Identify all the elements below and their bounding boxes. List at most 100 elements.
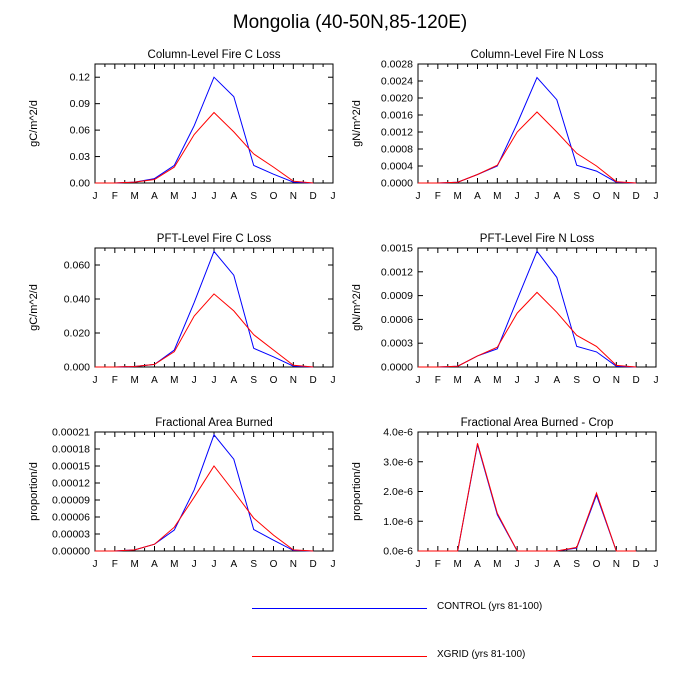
x-tick-label: J [515, 191, 520, 202]
x-tick-label: A [151, 375, 158, 386]
y-tick-label: 0.00021 [52, 427, 90, 439]
y-tick-label: 0.00000 [52, 546, 90, 558]
x-tick-label: J [416, 375, 421, 386]
x-tick-label: J [192, 559, 197, 570]
y-tick-label: 0.00018 [52, 444, 90, 456]
y-tick-label: 0.00003 [52, 529, 90, 541]
series-line-xgrid [95, 293, 314, 368]
y-tick-label: 0.03 [70, 151, 91, 163]
plot-frame [94, 247, 334, 368]
legend-label-xgrid: XGRID (yrs 81-100) [437, 649, 526, 660]
x-tick-label: D [633, 191, 640, 202]
series-line-xgrid [418, 291, 637, 368]
x-tick-label: M [170, 191, 178, 202]
x-tick-label: S [573, 375, 580, 386]
y-axis-label: gN/m^2/d [351, 284, 363, 331]
y-tick-label: 0.00012 [52, 478, 90, 490]
y-tick-label: 0.020 [64, 328, 90, 340]
x-tick-label: F [112, 559, 118, 570]
y-tick-label: 0.0e-6 [383, 546, 413, 558]
x-tick-label: J [654, 191, 659, 202]
x-tick-label: F [112, 375, 118, 386]
plot-frame [417, 431, 657, 552]
x-tick-label: M [130, 375, 138, 386]
legend-line-xgrid [252, 656, 427, 657]
x-tick-label: M [493, 191, 501, 202]
x-tick-label: A [230, 375, 237, 386]
x-tick-label: J [192, 191, 197, 202]
panel-title: Column-Level Fire N Loss [471, 49, 604, 61]
x-tick-label: N [613, 375, 620, 386]
y-tick-label: 0.0020 [381, 93, 413, 105]
x-tick-label: S [573, 559, 580, 570]
y-tick-label: 0.0024 [381, 76, 413, 88]
x-tick-label: J [212, 375, 217, 386]
x-tick-label: F [112, 191, 118, 202]
y-tick-label: 3.0e-6 [383, 456, 413, 468]
x-tick-label: N [613, 191, 620, 202]
x-tick-label: D [633, 559, 640, 570]
y-axis-label: gN/m^2/d [351, 100, 363, 147]
y-tick-label: 0.09 [70, 98, 91, 110]
x-tick-label: M [170, 375, 178, 386]
x-tick-label: J [192, 375, 197, 386]
x-tick-label: M [493, 559, 501, 570]
x-tick-label: J [535, 559, 540, 570]
series-line-control [95, 433, 314, 552]
y-tick-label: 2.0e-6 [383, 486, 413, 498]
panel-title: Column-Level Fire C Loss [148, 49, 281, 61]
x-tick-label: J [331, 375, 336, 386]
x-tick-label: J [416, 191, 421, 202]
plot-frame [94, 63, 334, 184]
x-tick-label: O [593, 559, 601, 570]
x-tick-label: J [212, 559, 217, 570]
plot-frame [417, 63, 657, 184]
x-tick-label: J [331, 191, 336, 202]
y-tick-label: 0.0009 [381, 290, 413, 302]
plot-frame [94, 431, 334, 552]
x-tick-label: M [493, 375, 501, 386]
x-tick-label: S [250, 191, 257, 202]
x-tick-label: M [453, 375, 461, 386]
x-tick-label: S [250, 375, 257, 386]
panel-title: Fractional Area Burned [155, 417, 273, 429]
x-tick-label: A [553, 375, 560, 386]
series-line-control [95, 250, 314, 368]
x-tick-label: M [453, 559, 461, 570]
x-tick-label: N [290, 191, 297, 202]
y-axis-label: gC/m^2/d [28, 284, 40, 331]
x-tick-label: A [553, 559, 560, 570]
x-tick-label: N [290, 559, 297, 570]
legend-line-control [252, 608, 427, 609]
series-line-control [95, 76, 314, 184]
y-tick-label: 0.06 [70, 125, 91, 137]
x-tick-label: A [151, 559, 158, 570]
x-tick-label: M [453, 191, 461, 202]
x-tick-label: A [230, 191, 237, 202]
y-tick-label: 0.00015 [52, 461, 90, 473]
figure-title: Mongolia (40-50N,85-120E) [232, 12, 468, 33]
x-tick-label: F [435, 375, 441, 386]
panel-6: Fractional Area Burned - Crop J F M A M J J A S O N… [351, 417, 659, 570]
x-tick-label: N [290, 375, 297, 386]
y-tick-label: 1.0e-6 [383, 516, 413, 528]
series-line-xgrid [95, 465, 314, 552]
y-tick-label: 0.040 [64, 294, 90, 306]
y-tick-label: 0.00 [70, 178, 91, 190]
x-tick-label: J [331, 559, 336, 570]
y-axis-label: gC/m^2/d [28, 100, 40, 147]
y-tick-label: 0.0000 [381, 362, 413, 374]
y-tick-label: 0.000 [64, 362, 90, 374]
y-tick-label: 0.0012 [381, 127, 413, 139]
x-tick-label: A [474, 191, 481, 202]
panel-title: PFT-Level Fire C Loss [157, 233, 272, 245]
x-tick-label: A [230, 559, 237, 570]
panel-title: PFT-Level Fire N Loss [480, 233, 595, 245]
x-tick-label: J [93, 375, 98, 386]
x-tick-label: M [170, 559, 178, 570]
